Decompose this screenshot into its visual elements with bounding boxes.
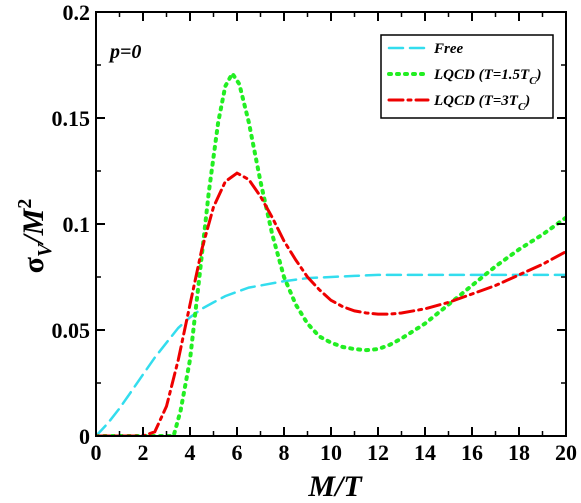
y-title-sub: V xyxy=(34,242,56,257)
y-tick-label: 0.15 xyxy=(52,106,91,131)
legend-label-1: Free xyxy=(433,41,464,57)
plot-content xyxy=(96,69,566,436)
x-tick-label: 14 xyxy=(414,440,436,465)
legend-label-2: LQCD (T=1.5TC) xyxy=(433,67,542,87)
x-tick-label: 18 xyxy=(508,440,530,465)
plot-frame xyxy=(95,11,567,437)
x-axis-title: M/T xyxy=(307,470,363,498)
legend-label-sub: C xyxy=(518,101,526,113)
legend-label-main: Free xyxy=(433,41,464,57)
x-tick-label: 20 xyxy=(555,440,577,465)
legend-label-tail: ) xyxy=(535,67,542,83)
series-line-1 xyxy=(96,273,566,436)
legend-label-tail: ) xyxy=(523,93,530,109)
y-title-base: σ xyxy=(17,256,50,273)
x-tick-label: 16 xyxy=(461,440,483,465)
series-line-3 xyxy=(96,171,566,436)
x-tick-label: 6 xyxy=(232,440,243,465)
legend-label-3: LQCD (T=3TC) xyxy=(433,93,530,113)
x-tick-label: 12 xyxy=(367,440,389,465)
x-ticks: 0 2 4 6 8 10 12 14 16 18 20 xyxy=(91,12,577,465)
y-title-sup: 2 xyxy=(14,199,36,209)
y-axis-title: σV/M2 xyxy=(14,199,56,274)
x-tick-label: 4 xyxy=(185,440,196,465)
series-line-2 xyxy=(96,69,566,436)
y-tick-label: 0.1 xyxy=(63,212,91,237)
y-title-mid: /M xyxy=(17,207,50,245)
legend-label-sub: C xyxy=(529,75,537,87)
y-tick-label: 0.2 xyxy=(63,0,91,25)
x-tick-label: 0 xyxy=(91,440,102,465)
x-tick-label: 8 xyxy=(279,440,290,465)
legend-label-main: LQCD (T=1.5T xyxy=(433,67,530,83)
y-ticks: 0 0.05 0.1 0.15 0.2 xyxy=(52,0,566,449)
annotation-p0: p=0 xyxy=(108,41,141,63)
x-tick-label: 10 xyxy=(320,440,342,465)
legend-label-main: LQCD (T=3T xyxy=(433,93,519,109)
y-tick-label: 0 xyxy=(79,424,90,449)
x-tick-label: 2 xyxy=(138,440,149,465)
y-tick-label: 0.05 xyxy=(52,318,91,343)
